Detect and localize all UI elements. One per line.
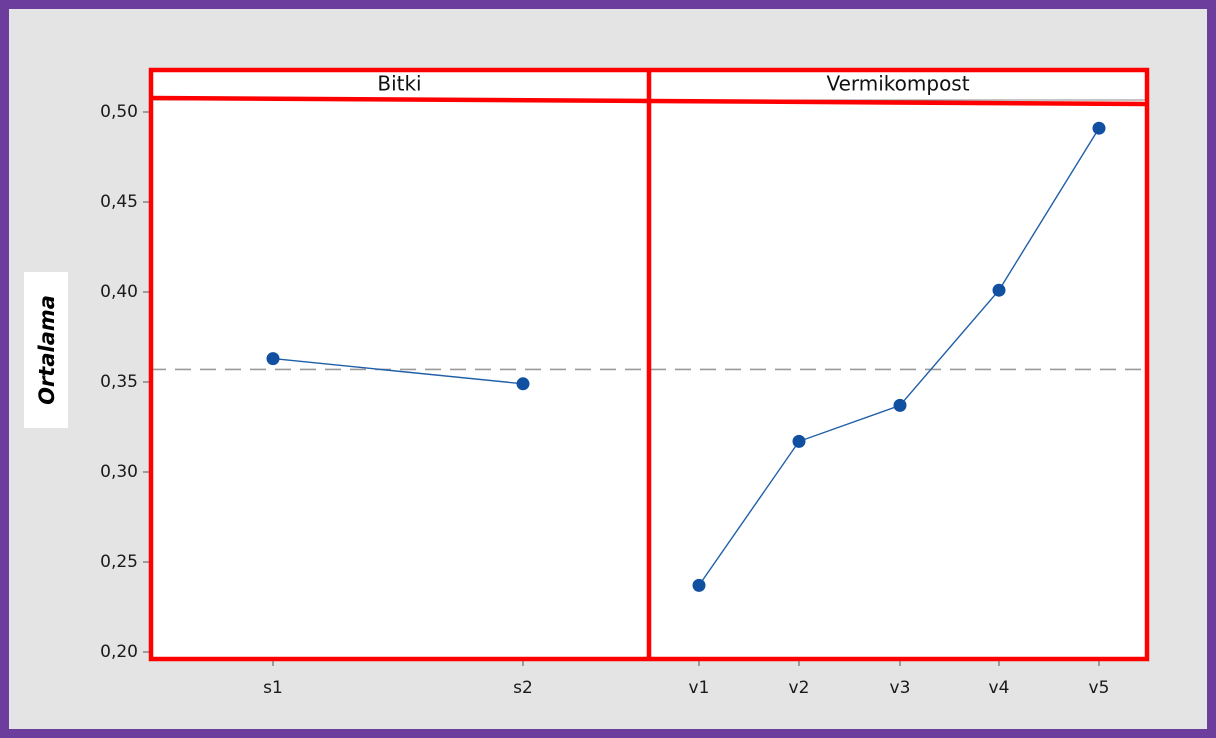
- ylabel-background: [24, 272, 68, 428]
- y-tick-label: 0,35: [100, 372, 138, 392]
- red-highlight-boxes: [148, 67, 1150, 662]
- panel-title: Bitki: [377, 72, 421, 96]
- y-tick-label: 0,30: [100, 462, 138, 482]
- highlight-header-line-left: [150, 95, 650, 104]
- x-tick-label: v1: [689, 678, 710, 698]
- x-tick-label: v4: [989, 678, 1010, 698]
- x-tick-label: v5: [1089, 678, 1110, 698]
- y-axis-label: Ortalama: [35, 295, 59, 405]
- data-point-v5: [1092, 121, 1106, 135]
- y-tick-label: 0,45: [100, 192, 138, 212]
- data-point-s1: [266, 352, 280, 366]
- x-tick-label: v3: [890, 678, 911, 698]
- y-tick-label: 0,50: [100, 102, 138, 122]
- highlight-header-line-right: [648, 98, 1148, 107]
- series-line: [272, 357, 524, 385]
- y-axis: 0,20 0,25 0,30 0,35 0,40 0,45 0,50: [100, 102, 149, 662]
- data-point-v2: [792, 434, 806, 448]
- panel-title: Vermikompost: [826, 72, 969, 96]
- y-tick-label: 0,20: [100, 642, 138, 662]
- x-tick-label: s1: [263, 678, 283, 698]
- y-tick-label: 0,40: [100, 282, 138, 302]
- data-point-s2: [516, 377, 530, 391]
- data-point-v1: [692, 578, 706, 592]
- panels: Bitki s1 s2 Vermikompost v1 v2 v3 v4 v5: [263, 72, 1109, 699]
- panel-bitki: Bitki s1 s2: [263, 72, 533, 699]
- x-tick-label: v2: [789, 678, 810, 698]
- panel-vermikompost: Vermikompost v1 v2 v3 v4 v5: [689, 72, 1110, 699]
- y-tick-label: 0,25: [100, 552, 138, 572]
- data-point-v3: [893, 398, 907, 412]
- data-point-v4: [992, 283, 1006, 297]
- x-tick-label: s2: [513, 678, 533, 698]
